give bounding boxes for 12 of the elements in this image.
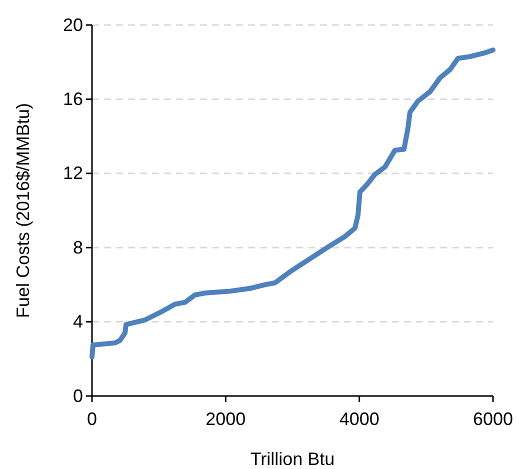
y-tick-label: 8 [72, 237, 83, 258]
x-tick-label: 6000 [472, 408, 514, 429]
x-axis-title: Trillion Btu [250, 449, 335, 469]
y-tick-label: 20 [62, 14, 83, 35]
y-tick-label: 16 [62, 88, 83, 109]
y-axis-title: Fuel Costs (2016$/MMBtu) [13, 102, 33, 318]
x-tick-label: 2000 [206, 408, 246, 429]
y-tick-label: 12 [62, 163, 83, 184]
x-tick-label: 4000 [339, 408, 380, 429]
y-tick-label: 4 [72, 312, 83, 332]
x-tick-label: 0 [86, 408, 98, 429]
y-tick-label: 0 [72, 386, 83, 406]
